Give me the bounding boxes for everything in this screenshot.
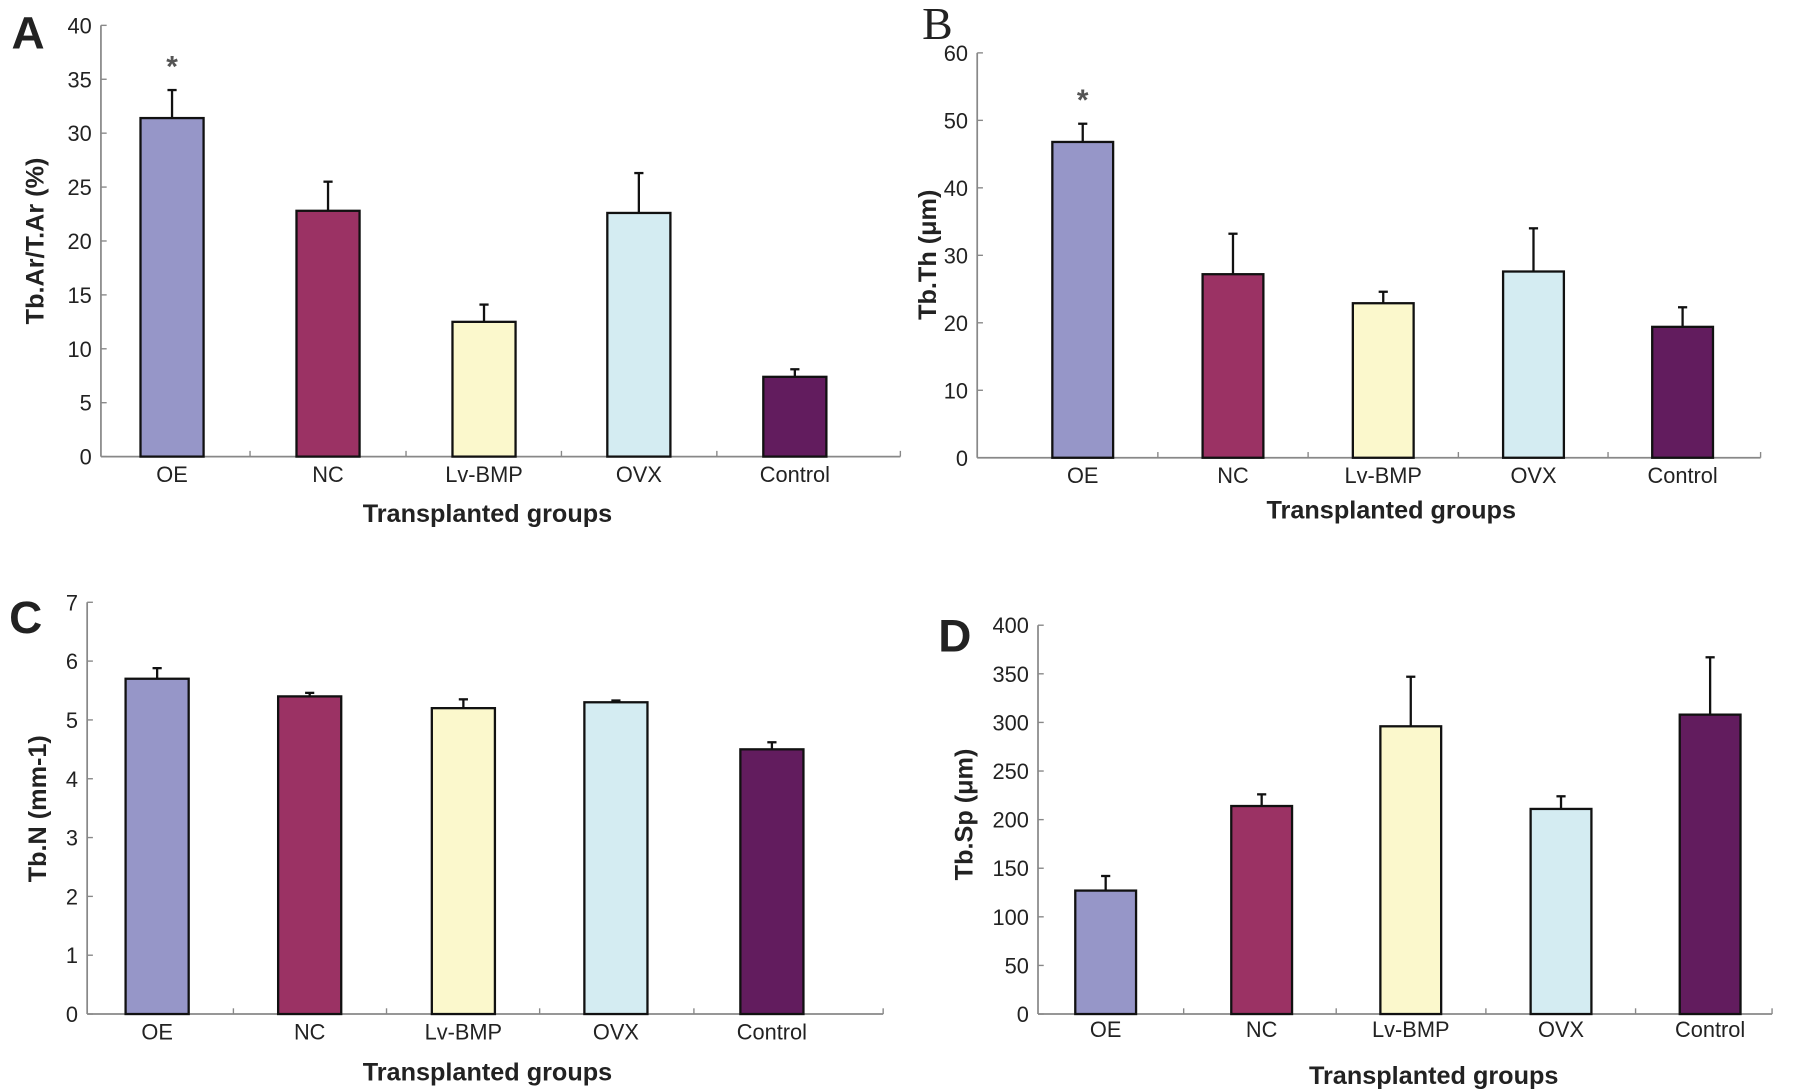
y-tick-label: 30 — [68, 121, 92, 146]
x-tick-label: NC — [312, 462, 343, 487]
y-tick-label: 10 — [944, 378, 968, 403]
y-tick-label: 0 — [956, 446, 968, 471]
y-axis-label: Tb.Th (μm) — [914, 190, 942, 320]
x-tick-label: NC — [1246, 1017, 1277, 1042]
y-tick-label: 40 — [944, 176, 968, 201]
y-tick-label: 20 — [68, 229, 92, 254]
bar-ovx — [1529, 807, 1593, 1016]
panel-letter: C — [9, 591, 42, 643]
x-tick-label: OE — [1090, 1017, 1121, 1042]
bar-oe — [1074, 889, 1138, 1016]
y-axis-label: Tb.Sp (μm) — [951, 749, 979, 881]
y-tick-label: 0 — [1017, 1002, 1029, 1027]
x-tick-label: Control — [760, 462, 830, 487]
y-tick-label: 20 — [944, 311, 968, 336]
x-tick-label: NC — [1217, 463, 1248, 488]
x-tick-label: OE — [141, 1019, 172, 1044]
bar-lv-bmp — [430, 707, 497, 1016]
y-tick-label: 50 — [944, 108, 968, 133]
x-axis-label: Transplanted groups — [1267, 497, 1516, 525]
y-tick-label: 3 — [66, 826, 78, 851]
y-tick-label: 7 — [66, 590, 78, 615]
x-tick-label: Lv-BMP — [1372, 1017, 1449, 1042]
bar-nc — [1230, 804, 1294, 1016]
y-tick-label: 5 — [80, 391, 92, 416]
bar-oe — [1051, 140, 1115, 459]
y-tick-label: 15 — [68, 283, 92, 308]
panel-b: B 0 10 20 30 40 50 60 * OE NC Lv-BMP OVX Control Trans… — [914, 0, 1762, 525]
x-tick-label: Lv-BMP — [1345, 463, 1422, 488]
x-axis-label: Transplanted groups — [363, 500, 612, 528]
y-tick-label: 10 — [68, 337, 92, 362]
bar-ovx — [606, 211, 672, 458]
x-tick-label: OVX — [1538, 1017, 1584, 1042]
y-tick-label: 40 — [68, 13, 92, 38]
y-tick-label: 25 — [68, 175, 92, 200]
bar-control — [1678, 713, 1742, 1016]
x-tick-label: OVX — [616, 462, 662, 487]
x-tick-label: Control — [1675, 1017, 1745, 1042]
x-axis-label: Transplanted groups — [1309, 1062, 1558, 1090]
y-tick-label: 100 — [992, 905, 1028, 930]
bar-control — [1651, 325, 1715, 459]
panel-letter: A — [11, 6, 44, 58]
y-tick-label: 0 — [80, 445, 92, 470]
y-tick-label: 2 — [66, 884, 78, 909]
y-tick-label: 6 — [66, 649, 78, 674]
x-tick-label: OE — [156, 462, 187, 487]
y-tick-label: 1 — [66, 943, 78, 968]
y-tick-label: 200 — [992, 808, 1028, 833]
bar-control — [762, 375, 828, 458]
bar-control — [739, 748, 805, 1016]
y-tick-label: 60 — [944, 41, 968, 66]
panel-d: D 0 50 100 150 200 250 300 350 400 OE NC Lv-BMP OVX Co… — [938, 610, 1773, 1090]
x-tick-label: OVX — [593, 1019, 639, 1044]
y-tick-label: 5 — [66, 708, 78, 733]
x-tick-label: OE — [1067, 463, 1098, 488]
x-tick-label: Lv-BMP — [445, 462, 522, 487]
x-tick-label: Control — [1647, 463, 1717, 488]
x-axis-label: Transplanted groups — [363, 1059, 612, 1087]
y-axis-label: Tb.Ar/T.Ar (%) — [22, 158, 50, 325]
y-tick-label: 35 — [68, 67, 92, 92]
y-tick-label: 4 — [66, 767, 78, 792]
significance-asterisk: * — [166, 50, 178, 83]
y-tick-label: 250 — [992, 759, 1028, 784]
x-tick-label: NC — [294, 1019, 325, 1044]
x-tick-label: OVX — [1510, 463, 1556, 488]
y-axis-label: Tb.N (mm-1) — [24, 735, 52, 882]
bar-lv-bmp — [1379, 725, 1443, 1016]
significance-asterisk: * — [1077, 84, 1089, 117]
panel-letter: B — [922, 0, 953, 49]
y-tick-label: 400 — [992, 613, 1028, 638]
y-tick-label: 50 — [1005, 953, 1029, 978]
bar-ovx — [1501, 270, 1566, 459]
y-tick-label: 300 — [992, 710, 1028, 735]
y-tick-label: 150 — [992, 856, 1028, 881]
x-tick-label: Lv-BMP — [425, 1019, 502, 1044]
y-tick-label: 350 — [992, 662, 1028, 687]
panel-a: A 0 5 10 15 20 25 30 35 40 * OE NC Lv-BMP OVX Control Tr… — [11, 6, 902, 528]
bar-lv-bmp — [451, 320, 517, 458]
panel-c: C 0 1 2 3 4 5 6 7 OE NC Lv-BMP OVX Control Transplante… — [9, 590, 884, 1087]
bar-ovx — [583, 701, 649, 1016]
bar-oe — [124, 677, 190, 1016]
panel-letter: D — [938, 610, 971, 662]
y-tick-label: 30 — [944, 243, 968, 268]
bar-oe — [139, 116, 205, 458]
bar-nc — [276, 695, 343, 1016]
bar-lv-bmp — [1351, 302, 1415, 459]
bar-nc — [295, 209, 361, 458]
y-tick-label: 0 — [66, 1002, 78, 1027]
bar-nc — [1201, 273, 1265, 459]
x-tick-label: Control — [737, 1019, 807, 1044]
